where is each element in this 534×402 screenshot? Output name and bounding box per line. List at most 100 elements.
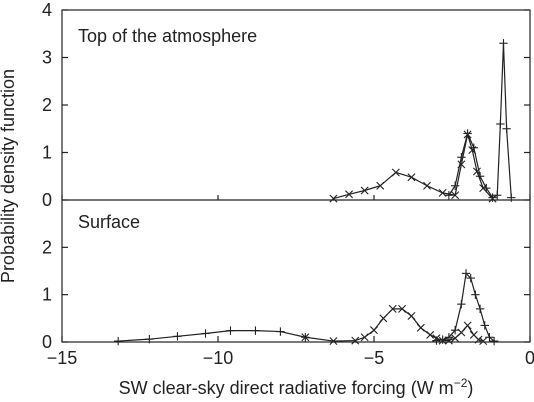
plus-marker xyxy=(482,183,491,193)
plus-marker xyxy=(480,321,489,330)
panel-label-top: Top of the atmosphere xyxy=(78,26,257,46)
marker-stroke xyxy=(329,194,338,203)
x-marker xyxy=(329,194,338,203)
x-marker xyxy=(398,304,407,313)
plus-marker xyxy=(488,193,497,202)
x-marker xyxy=(391,168,400,177)
x-tick-label: −10 xyxy=(203,348,234,368)
x-marker xyxy=(426,330,435,339)
marker-stroke xyxy=(360,333,369,342)
marker-stroke xyxy=(469,330,478,339)
marker-stroke xyxy=(423,181,432,190)
series-line xyxy=(333,134,494,200)
y-tick-label: 3 xyxy=(42,48,52,68)
x-marker xyxy=(370,326,378,335)
x-marker xyxy=(379,314,388,323)
marker-stroke xyxy=(398,304,407,313)
marker-stroke xyxy=(479,337,488,346)
plus-marker xyxy=(450,181,460,190)
plus-marker xyxy=(463,129,472,138)
plus-marker xyxy=(145,334,154,344)
x-marker xyxy=(351,336,360,345)
plus-marker xyxy=(471,290,480,299)
panel-label-surface: Surface xyxy=(78,212,140,232)
x-marker xyxy=(407,311,416,320)
plus-marker xyxy=(499,39,508,48)
ticks-layer xyxy=(61,9,531,343)
plus-marker xyxy=(475,172,485,181)
marker-stroke xyxy=(360,186,369,195)
plot-frame xyxy=(61,9,531,343)
plus-marker xyxy=(457,153,466,162)
marker-stroke xyxy=(301,333,310,342)
plus-marker xyxy=(251,326,260,335)
plus-marker xyxy=(450,325,460,335)
x-marker xyxy=(360,333,369,342)
marker-stroke xyxy=(472,167,481,176)
x-marker xyxy=(301,333,310,342)
marker-stroke xyxy=(391,168,400,177)
x-marker xyxy=(474,335,483,344)
marker-stroke xyxy=(457,328,466,337)
marker-stroke xyxy=(345,190,354,199)
marker-stroke xyxy=(407,173,416,182)
plus-marker xyxy=(173,332,182,341)
x-tick-label: −15 xyxy=(47,348,78,368)
plus-marker xyxy=(276,327,285,336)
plus-marker xyxy=(475,304,485,314)
x-tick-label: 0 xyxy=(525,348,534,368)
marker-stroke xyxy=(407,311,416,320)
plus-marker xyxy=(444,333,454,342)
y-tick-label: 0 xyxy=(42,190,52,210)
x-marker xyxy=(360,186,369,195)
plus-marker xyxy=(461,269,471,278)
plus-marker xyxy=(466,273,475,283)
plus-marker xyxy=(502,124,511,133)
marker-stroke xyxy=(426,330,435,339)
x-marker xyxy=(376,181,385,190)
x-marker xyxy=(329,337,338,346)
y-tick-label: 2 xyxy=(42,95,52,115)
plus-marker xyxy=(438,335,447,344)
y-axis-label: Probability density function xyxy=(0,69,18,283)
x-marker xyxy=(345,190,354,199)
plus-marker xyxy=(489,336,499,346)
y-tick-label: 2 xyxy=(42,237,52,257)
marker-stroke xyxy=(474,335,483,344)
marker-stroke xyxy=(351,336,360,345)
x-tick-label: −5 xyxy=(364,348,385,368)
plus-marker xyxy=(432,336,441,345)
x-marker xyxy=(479,337,488,346)
y-tick-label: 1 xyxy=(42,143,52,163)
y-tick-label: 4 xyxy=(42,0,52,20)
plus-marker xyxy=(226,326,235,335)
x-marker xyxy=(463,321,472,330)
x-axis-label-main: SW clear-sky direct radiative forcing (W… xyxy=(119,378,454,398)
marker-stroke xyxy=(388,304,397,313)
x-marker xyxy=(423,181,432,190)
marker-stroke xyxy=(438,188,447,197)
x-axis-label-exponent: −2 xyxy=(454,376,468,390)
plus-marker xyxy=(485,333,494,342)
x-marker xyxy=(451,191,460,200)
marker-stroke xyxy=(451,191,460,200)
marker-stroke xyxy=(329,337,338,346)
x-marker xyxy=(407,173,416,182)
plus-marker xyxy=(201,329,210,338)
tick-labels-layer: −15 −10 −5 0 0 1 2 3 4 0 1 2 xyxy=(42,0,534,368)
plus-marker xyxy=(444,191,454,200)
y-tick-label: 1 xyxy=(42,285,52,305)
plus-marker xyxy=(496,119,505,129)
plus-marker xyxy=(113,336,123,346)
marker-stroke xyxy=(370,326,378,335)
y-tick-label: 0 xyxy=(42,332,52,352)
x-axis-label: SW clear-sky direct radiative forcing (W… xyxy=(119,376,474,398)
x-marker xyxy=(416,323,425,332)
plus-marker xyxy=(469,143,479,152)
plus-marker xyxy=(457,299,466,309)
x-marker xyxy=(388,304,397,313)
x-axis-label-close: ) xyxy=(467,378,473,398)
marker-stroke xyxy=(379,314,388,323)
plus-marker xyxy=(507,193,516,202)
